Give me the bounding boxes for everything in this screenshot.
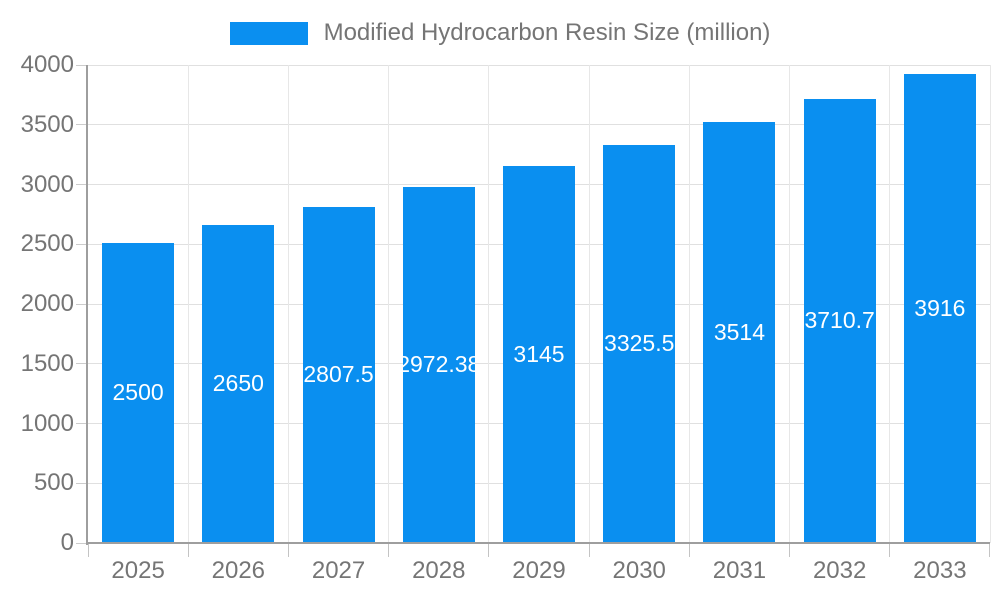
- y-axis-label: 2000: [20, 290, 74, 317]
- bar-value-label: 2500: [112, 379, 164, 406]
- x-tick: [688, 543, 690, 557]
- x-tick: [988, 543, 990, 557]
- bar-value-label: 3325.5: [604, 329, 675, 356]
- x-tick: [388, 543, 390, 557]
- gridline-v: [388, 65, 390, 543]
- bar: 3325.5: [603, 144, 676, 542]
- bar: 3710.7: [803, 98, 876, 542]
- y-tick: [76, 243, 88, 245]
- x-tick: [287, 543, 289, 557]
- bar-value-label: 2972.38: [402, 350, 475, 377]
- x-tick: [889, 543, 891, 557]
- legend-label: Modified Hydrocarbon Resin Size (million…: [323, 19, 771, 46]
- y-tick: [76, 64, 88, 66]
- y-tick: [76, 363, 88, 365]
- y-tick: [76, 542, 88, 544]
- y-tick: [76, 184, 88, 185]
- gridline-v: [287, 65, 289, 543]
- y-axis-label: 3500: [20, 110, 74, 138]
- bar: 3514: [703, 122, 776, 542]
- x-axis-label: 2028: [412, 557, 466, 584]
- x-axis-label: 2025: [111, 557, 165, 584]
- gridline-v: [588, 65, 590, 543]
- x-tick: [588, 543, 590, 557]
- y-axis-label: 4000: [20, 51, 74, 78]
- x-tick: [187, 543, 189, 557]
- gridline-v: [488, 65, 490, 543]
- y-axis-label: 3000: [20, 170, 74, 198]
- x-axis-label: 2029: [512, 557, 566, 584]
- y-tick: [76, 124, 88, 126]
- x-tick: [789, 543, 791, 557]
- x-axis-line: [88, 542, 990, 544]
- bar-value-label: 3710.7: [804, 306, 875, 333]
- legend-swatch: [229, 21, 308, 45]
- x-tick: [87, 543, 89, 557]
- bar: 3145: [503, 166, 575, 542]
- y-tick: [76, 303, 88, 305]
- x-axis-label: 2027: [311, 557, 366, 584]
- bar: 2650: [202, 225, 275, 542]
- gridline-v: [688, 65, 690, 543]
- x-axis-label: 2032: [812, 557, 867, 584]
- gridline-v: [187, 65, 189, 543]
- bar: 2807.5: [302, 206, 375, 542]
- y-tick: [76, 423, 88, 424]
- x-tick: [488, 543, 490, 557]
- x-axis-label: 2030: [612, 557, 666, 584]
- gridline-v: [889, 65, 891, 543]
- bar-value-label: 3916: [914, 294, 966, 321]
- legend: Modified Hydrocarbon Resin Size (million…: [0, 19, 1000, 47]
- bar: 2972.38: [402, 186, 475, 542]
- bar-value-label: 3145: [513, 340, 565, 367]
- gridline-h: [88, 64, 990, 66]
- y-axis-label: 0: [60, 529, 74, 556]
- bar-value-label: 2807.5: [303, 360, 374, 387]
- y-axis-label: 2500: [20, 230, 74, 258]
- y-axis-line: [86, 65, 88, 545]
- x-axis-label: 2026: [211, 557, 266, 584]
- y-axis-label: 1000: [20, 409, 74, 437]
- plot-area: 0 500 1000 1500 2000 2500 3000 3500 4000 2500 2025…: [21, 52, 991, 584]
- bar-value-label: 2650: [212, 370, 264, 397]
- bar-value-label: 3514: [713, 318, 766, 345]
- gridline-v: [789, 65, 791, 543]
- bar: 2500: [102, 243, 175, 542]
- gridline-h: [88, 124, 990, 126]
- y-tick: [76, 482, 88, 484]
- y-axis-label: 1500: [20, 349, 74, 377]
- y-axis-label: 500: [33, 469, 74, 497]
- gridline-v: [989, 65, 991, 543]
- x-axis-label: 2033: [913, 557, 967, 584]
- bar: 3916: [903, 74, 976, 542]
- x-axis-label: 2031: [712, 557, 767, 584]
